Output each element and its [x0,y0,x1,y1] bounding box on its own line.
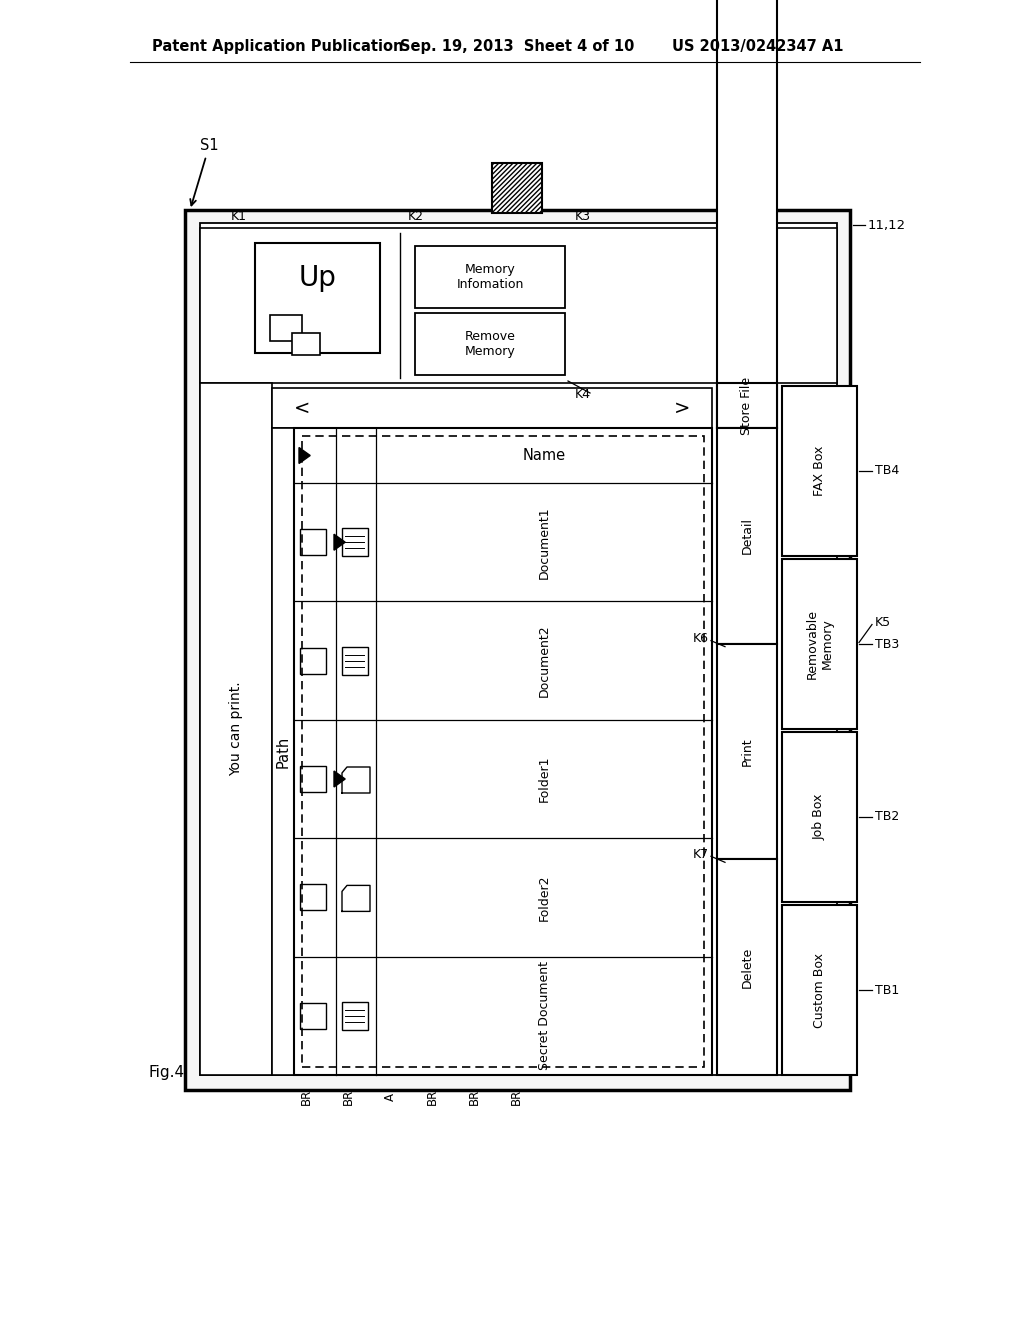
Bar [302,436,705,1067]
Polygon shape [334,771,345,787]
Text: <: < [294,399,310,417]
Text: A: A [384,1093,396,1101]
Bar [300,648,326,673]
Bar [272,428,294,1074]
Bar [292,333,319,355]
Text: TB3: TB3 [874,638,899,651]
Bar [782,385,857,556]
Bar [200,383,272,1074]
Text: S1: S1 [190,139,219,206]
Text: Name: Name [522,447,565,463]
Bar [255,243,380,352]
Bar [300,1003,326,1028]
Bar [300,766,326,792]
Text: BR: BR [510,1089,522,1105]
Text: Document1: Document1 [538,506,551,578]
Text: K4: K4 [575,388,591,401]
Text: Secret Document: Secret Document [538,961,551,1071]
Text: K1: K1 [231,210,247,223]
Bar [782,906,857,1074]
Text: K5: K5 [874,616,891,630]
Text: Sep. 19, 2013  Sheet 4 of 10: Sep. 19, 2013 Sheet 4 of 10 [400,40,635,54]
Text: Path: Path [275,735,291,768]
Bar [300,884,326,911]
Bar [717,383,777,428]
Bar [342,647,368,675]
Text: Job Box: Job Box [813,793,826,841]
Text: Patent Application Publication: Patent Application Publication [152,40,403,54]
Text: BR: BR [341,1089,354,1105]
Text: K6: K6 [693,632,709,645]
Text: Delete: Delete [740,946,754,987]
Text: BR: BR [299,1089,312,1105]
Bar [272,388,712,428]
Text: Document2: Document2 [538,624,551,697]
Bar [717,859,777,1074]
Bar [300,529,326,556]
Bar [294,428,712,1074]
Text: K2: K2 [408,210,424,223]
Text: FAX Box: FAX Box [813,446,826,496]
Bar [415,313,565,375]
Bar [185,210,850,1090]
Text: TB4: TB4 [874,465,899,478]
Text: Folder2: Folder2 [538,874,551,920]
Text: BR: BR [426,1089,438,1105]
Bar [342,528,368,556]
Bar [415,246,565,308]
Text: Store File: Store File [740,376,754,434]
Text: K3: K3 [575,210,591,223]
Text: TB1: TB1 [874,983,899,997]
Text: Removable
Memory: Removable Memory [806,609,834,678]
Text: Up: Up [299,264,337,292]
Bar [782,558,857,729]
Bar [270,315,302,341]
Text: US 2013/0242347 A1: US 2013/0242347 A1 [672,40,844,54]
Text: 11,12: 11,12 [868,219,906,231]
Text: Detail: Detail [740,517,754,554]
Text: Custom Box: Custom Box [813,953,826,1027]
Polygon shape [299,447,310,463]
Bar [342,1002,368,1030]
Bar [200,228,837,383]
Bar [717,644,777,859]
Bar [717,0,777,428]
Bar [782,733,857,902]
Bar [200,223,837,1074]
Text: K7: K7 [693,847,709,861]
Text: Print: Print [740,737,754,766]
Bar [717,428,777,644]
Text: Remove
Memory: Remove Memory [465,330,515,358]
Text: Fig.4: Fig.4 [148,1064,184,1080]
Text: You can print.: You can print. [229,681,243,776]
Text: Folder1: Folder1 [538,756,551,803]
Text: >: > [674,399,690,417]
Bar [492,162,542,213]
Text: Memory
Infomation: Memory Infomation [457,263,523,290]
Text: BR: BR [468,1089,480,1105]
Text: TB2: TB2 [874,810,899,824]
Polygon shape [334,535,345,550]
